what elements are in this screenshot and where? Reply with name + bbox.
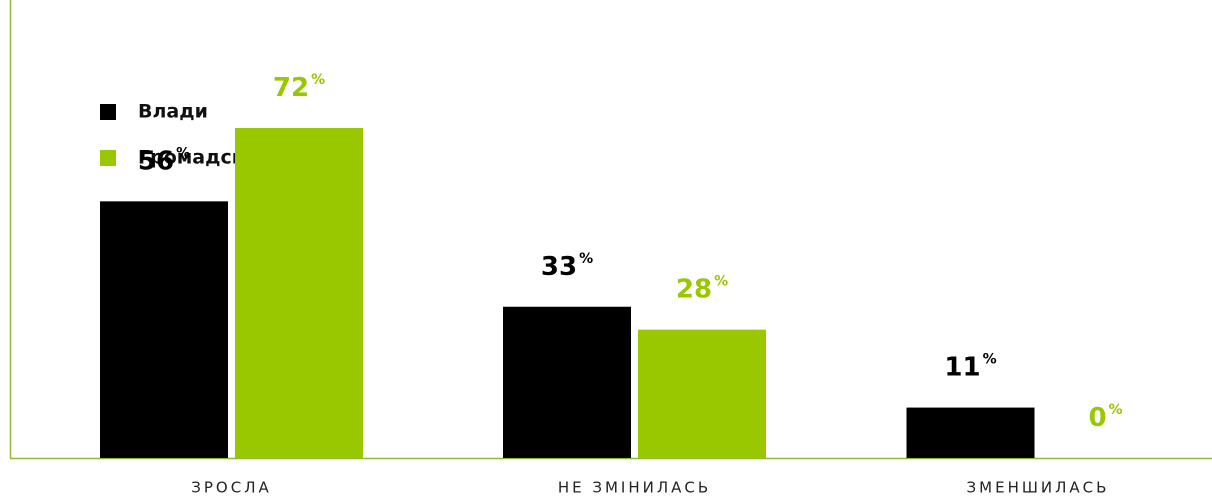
bar bbox=[100, 201, 228, 459]
bar bbox=[503, 306, 631, 458]
value-label: 28% bbox=[676, 274, 728, 305]
value-label: 56% bbox=[138, 145, 190, 176]
legend-swatch bbox=[100, 104, 116, 120]
legend-swatch bbox=[100, 150, 116, 166]
value-label: 33% bbox=[541, 251, 593, 282]
x-tick-label: НЕ ЗМІНИЛАСЬ bbox=[558, 479, 711, 497]
bar bbox=[906, 407, 1035, 458]
bar bbox=[638, 329, 766, 458]
value-label: 11% bbox=[944, 352, 996, 383]
bar bbox=[235, 128, 363, 458]
value-label: 0% bbox=[1088, 402, 1122, 433]
x-tick-label: ЗМЕНШИЛАСЬ bbox=[967, 479, 1110, 497]
legend-label: Влади bbox=[138, 101, 208, 123]
value-label: 72% bbox=[273, 72, 325, 103]
x-tick-label: ЗРОСЛА bbox=[191, 479, 271, 497]
